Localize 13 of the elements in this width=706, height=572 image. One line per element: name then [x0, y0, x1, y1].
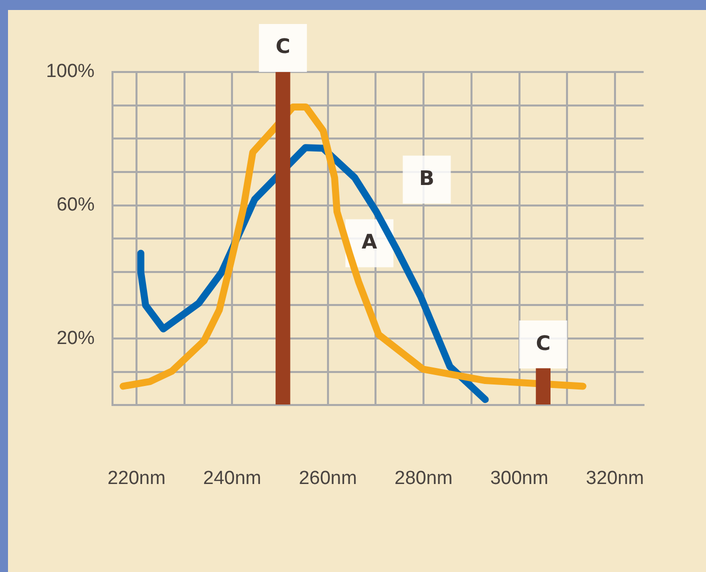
- x-tick-label: 240nm: [203, 468, 262, 489]
- text: C: [536, 330, 551, 355]
- x-tick-label: 320nm: [586, 468, 644, 489]
- y-tick-label: 60%: [56, 194, 95, 216]
- series-label: A: [362, 229, 378, 254]
- x-tick-label: 220nm: [107, 468, 166, 489]
- y-tick-label: 20%: [56, 328, 95, 349]
- x-tick-label: 260nm: [298, 468, 357, 489]
- text: B: [419, 166, 434, 190]
- x-tick-label: 280nm: [394, 468, 453, 489]
- y-tick-label: 100%: [46, 61, 95, 82]
- x-tick-label: 300nm: [490, 468, 548, 489]
- series-label: C: [276, 34, 290, 58]
